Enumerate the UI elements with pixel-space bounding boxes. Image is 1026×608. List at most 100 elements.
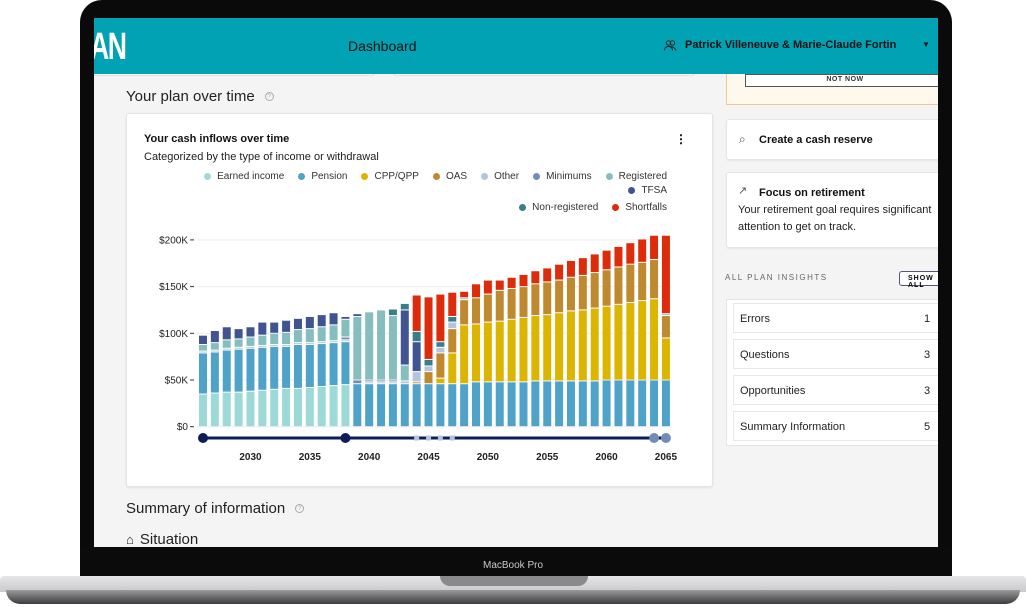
legend-label: Non-registered <box>532 202 599 213</box>
bar-segment-pension <box>614 380 623 427</box>
insight-label: Summary Information <box>740 421 846 433</box>
y-tick-label: $100K <box>159 329 188 340</box>
plan-over-time-title: Your plan over time <box>126 88 255 105</box>
situation-heading: ⌂ Situation <box>126 531 198 547</box>
legend-item[interactable]: Non-registered <box>519 202 598 213</box>
bar-segment-shortfalls <box>614 246 623 267</box>
bar-segment-cpp-qpp <box>436 378 445 384</box>
legend-item[interactable]: Shortfalls <box>612 202 667 213</box>
legend-item[interactable]: OAS <box>432 171 467 182</box>
y-tick-label: $200K <box>159 235 188 246</box>
bar-segment-non-registered <box>436 342 445 347</box>
bar-segment-registered <box>365 312 374 380</box>
timeline-marker <box>449 435 455 441</box>
cash-reserve-card[interactable]: ⌕ Create a cash reserve <box>726 119 938 160</box>
laptop-chin <box>80 547 952 576</box>
bar-segment-other <box>246 346 255 348</box>
insight-item-errors[interactable]: Errors 1 <box>733 303 938 333</box>
legend-item[interactable]: Earned income <box>204 171 284 182</box>
bar-segment-other <box>210 350 219 352</box>
insight-item-summary-information[interactable]: Summary Information 5 <box>733 411 938 441</box>
bar-segment-pension <box>270 346 279 389</box>
timeline-slider-handle[interactable] <box>660 433 671 443</box>
bar-segment-cpp-qpp <box>495 321 504 382</box>
bar-segment-cpp-qpp <box>472 324 481 382</box>
house-people-icon: ⌂ <box>126 532 134 547</box>
bar-segment-registered <box>305 329 314 343</box>
plan-over-time-heading: Your plan over time ? <box>126 88 274 105</box>
bar-segment-registered <box>222 340 231 348</box>
bar-segment-shortfalls <box>543 268 552 282</box>
show-all-button[interactable]: SHOW ALL <box>899 271 938 289</box>
cash-reserve-title: Create a cash reserve <box>759 134 873 146</box>
legend-item[interactable]: Registered <box>605 171 667 182</box>
x-tick-label: 2035 <box>299 452 322 463</box>
bar-segment-shortfalls <box>448 292 457 316</box>
x-tick-label: 2065 <box>655 452 678 463</box>
help-icon[interactable]: ? <box>264 92 274 101</box>
bar-segment-oas <box>472 298 481 324</box>
bar-segment-earned-income <box>329 386 338 427</box>
bar-segment-oas <box>531 284 540 316</box>
bar-segment-cpp-qpp <box>555 313 564 381</box>
bar-segment-other <box>199 351 207 353</box>
legend-swatch <box>612 204 620 211</box>
timeline-slider-handle[interactable] <box>340 433 351 443</box>
bar-segment-oas <box>460 300 469 325</box>
bar-segment-registered <box>388 316 397 380</box>
insight-count: 3 <box>924 385 931 397</box>
help-icon[interactable]: ? <box>295 504 305 513</box>
bar-segment-pension <box>305 345 314 387</box>
bar-segment-registered <box>661 314 670 316</box>
legend-item[interactable]: CPP/QPP <box>361 171 419 182</box>
bar-segment-other <box>329 341 338 343</box>
insight-item-questions[interactable]: Questions 3 <box>733 339 938 369</box>
app-logo[interactable]: AN <box>94 26 127 68</box>
bar-segment-tfsa <box>210 330 219 343</box>
bar-segment-pension <box>590 381 599 427</box>
user-menu[interactable]: Patrick Villeneuve & Marie-Claude Fortin <box>664 39 896 51</box>
insight-count: 5 <box>924 421 931 433</box>
legend-label: Minimums <box>546 171 592 182</box>
chevron-down-icon[interactable]: ▼ <box>922 40 930 49</box>
insights-list: Errors 1 Questions 3 Opportunities 3 Summar… <box>726 299 938 446</box>
bar-segment-tfsa <box>282 320 291 332</box>
bar-segment-cpp-qpp <box>448 353 457 384</box>
timeline-marker <box>437 435 443 441</box>
legend-item[interactable]: Pension <box>298 171 347 182</box>
insight-item-opportunities[interactable]: Opportunities 3 <box>733 375 938 405</box>
legend-item[interactable]: TFSA <box>628 185 667 196</box>
bar-segment-earned-income <box>210 393 219 427</box>
bar-segment-pension <box>210 352 219 393</box>
bar-segment-earned-income <box>341 385 350 427</box>
x-tick-label: 2055 <box>536 452 559 463</box>
not-now-button[interactable]: NOT NOW <box>745 74 938 87</box>
timeline-slider-handle[interactable] <box>198 433 208 443</box>
legend-label: Pension <box>311 171 348 182</box>
timeline-slider-handle[interactable] <box>649 433 660 443</box>
bar-segment-other <box>365 382 374 384</box>
bar-segment-earned-income <box>270 389 279 427</box>
bar-segment-cpp-qpp <box>661 338 670 380</box>
bar-segment-other <box>448 322 457 329</box>
bar-segment-other <box>377 382 386 384</box>
bar-segment-shortfalls <box>412 295 421 331</box>
bar-segment-other <box>305 343 314 345</box>
user-name: Patrick Villeneuve & Marie-Claude Fortin <box>685 39 897 51</box>
bar-segment-oas <box>566 277 575 311</box>
bar-segment-minimums <box>388 380 397 382</box>
trending-up-icon: ↗ <box>738 185 748 197</box>
bar-segment-oas <box>590 273 599 308</box>
bar-segment-oas <box>436 353 445 378</box>
bar-segment-cpp-qpp <box>602 306 611 380</box>
focus-retirement-card[interactable]: ↗ Focus on retirement Your retirement go… <box>726 172 938 248</box>
bar-segment-tfsa <box>199 335 207 345</box>
bar-segment-oas <box>543 282 552 315</box>
bar-segment-cpp-qpp <box>543 315 552 381</box>
bar-segment-non-registered <box>448 316 457 322</box>
bar-segment-pension <box>661 380 670 427</box>
bar-segment-tfsa <box>258 322 267 335</box>
legend-item[interactable]: Other <box>481 171 519 182</box>
legend-item[interactable]: Minimums <box>533 171 592 182</box>
more-options-icon[interactable]: ⋮ <box>675 132 687 146</box>
